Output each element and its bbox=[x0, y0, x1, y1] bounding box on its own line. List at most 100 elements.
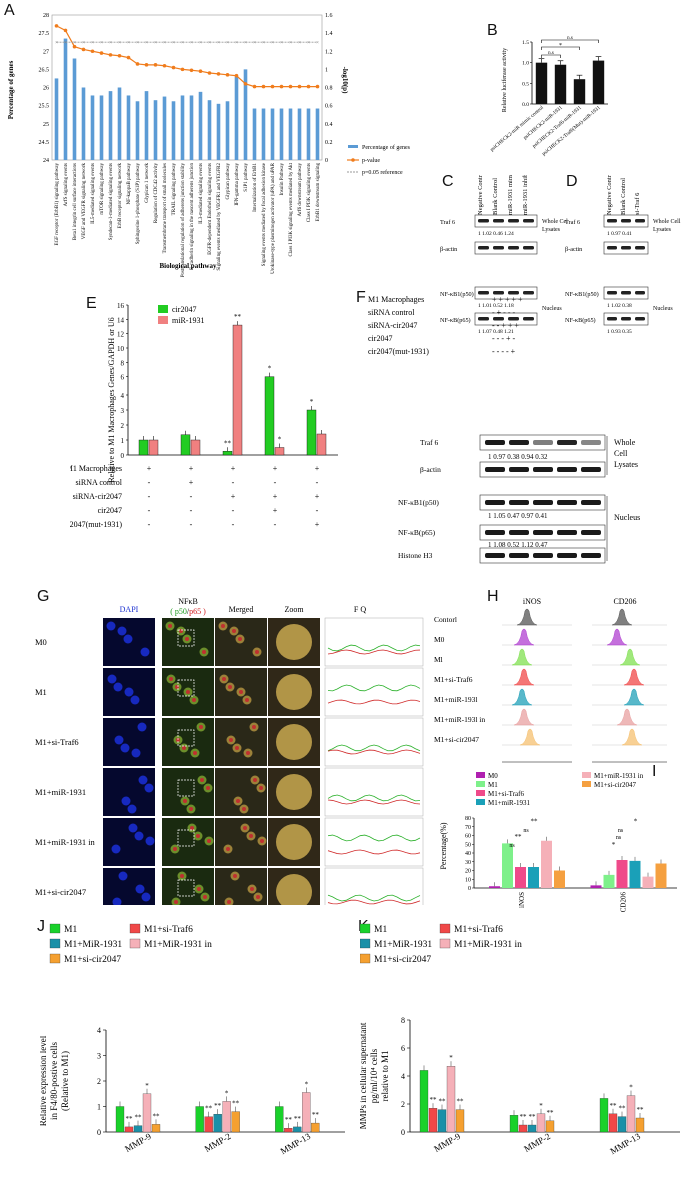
nucleus bbox=[239, 690, 243, 694]
cell bbox=[130, 695, 140, 705]
bar bbox=[222, 1101, 231, 1133]
sig-label: ** bbox=[520, 1113, 528, 1121]
bar bbox=[90, 95, 95, 160]
bar bbox=[306, 409, 317, 456]
zoom-box bbox=[177, 879, 195, 897]
nucleus bbox=[200, 778, 204, 782]
fq-green-trace bbox=[327, 684, 421, 692]
y-tick-label: 6 bbox=[401, 1044, 405, 1053]
nucleus bbox=[180, 874, 184, 878]
bar bbox=[554, 64, 567, 104]
bar bbox=[599, 1098, 609, 1133]
nucleus bbox=[252, 725, 256, 729]
reference-point: × bbox=[280, 41, 283, 46]
reference-point: × bbox=[100, 41, 103, 46]
nucleus bbox=[202, 650, 206, 654]
band bbox=[533, 500, 553, 505]
sig-label: ** bbox=[232, 1100, 240, 1108]
band bbox=[493, 219, 504, 223]
y-tick-label: 2 bbox=[97, 1077, 101, 1086]
band bbox=[581, 553, 601, 558]
band bbox=[557, 500, 577, 505]
bar bbox=[81, 87, 86, 160]
fq-red-trace bbox=[327, 699, 421, 705]
sig-label: ** bbox=[619, 1105, 627, 1113]
band bbox=[508, 246, 519, 250]
row-label: M1+si-Traf6 bbox=[434, 675, 473, 684]
row-label: M1+miR-193l bbox=[434, 695, 477, 704]
cell bbox=[128, 823, 138, 833]
legend-swatch bbox=[360, 938, 371, 949]
p-value-point bbox=[54, 24, 59, 28]
band bbox=[485, 530, 505, 535]
y-tick-label: 8 bbox=[121, 359, 125, 367]
bar bbox=[189, 95, 194, 160]
fq-green-trace bbox=[327, 644, 421, 652]
bar bbox=[264, 376, 275, 456]
p-value-point bbox=[99, 51, 104, 55]
x-tick-label: Sphingosine 1-phosphate (S1P) pathway bbox=[136, 163, 141, 245]
bar bbox=[554, 870, 565, 888]
reference-point: × bbox=[163, 41, 166, 46]
y-right-tick-label: 1.4 bbox=[325, 31, 333, 37]
fq-green-trace bbox=[327, 834, 421, 842]
x-tick-label: Syndecan-1-mediated signaling events bbox=[109, 163, 114, 240]
band bbox=[478, 246, 489, 250]
bar bbox=[133, 1125, 143, 1133]
x-tick-label: Signaling events mediated by VEGFR1 and … bbox=[217, 163, 222, 271]
condition-mark: - bbox=[274, 520, 277, 529]
band bbox=[607, 291, 617, 295]
sig-label: ** bbox=[515, 833, 523, 841]
nucleus bbox=[228, 685, 232, 689]
legend-swatch bbox=[476, 772, 485, 778]
cell bbox=[135, 884, 145, 894]
sig-label: * bbox=[145, 1082, 149, 1090]
y-tick-label: 24.5 bbox=[39, 140, 50, 146]
sig-label: ** bbox=[457, 1098, 465, 1106]
legend-swatch bbox=[476, 790, 485, 796]
panel-letter-f: F bbox=[356, 289, 366, 306]
condition-mark: - bbox=[232, 478, 235, 487]
condition-mark: - bbox=[274, 478, 277, 487]
legend-item: Percentage of genes bbox=[362, 144, 411, 151]
band bbox=[557, 467, 577, 472]
y-tick-label: 10 bbox=[117, 345, 125, 353]
y-right-tick-label: 0 bbox=[325, 158, 328, 164]
cell bbox=[145, 836, 155, 846]
nucleus bbox=[255, 650, 259, 654]
cell bbox=[106, 621, 116, 631]
condition-mark: + bbox=[273, 492, 278, 501]
fq-red-trace bbox=[327, 849, 421, 855]
x-tick-label: ErbB receptor signaling network bbox=[118, 163, 123, 229]
quant-values: 1 1.01 0.52 1.18 bbox=[478, 303, 514, 309]
sig-bracket bbox=[541, 39, 599, 43]
y-tick-label: 14 bbox=[117, 316, 125, 324]
condition-mark: + bbox=[231, 464, 236, 473]
y-tick-label: 28 bbox=[43, 13, 49, 19]
condition-marks: - - - - + bbox=[492, 347, 516, 356]
lane-header: Blank Control bbox=[492, 178, 499, 215]
y-axis-label: MMPs in cellular supernatantpg/ml/10⁴ ce… bbox=[360, 1022, 390, 1129]
condition-mark: + bbox=[273, 506, 278, 515]
bar bbox=[207, 100, 212, 160]
blot-frame bbox=[474, 312, 538, 326]
reference-point: × bbox=[226, 41, 229, 46]
sig-label: ns bbox=[618, 828, 624, 834]
band bbox=[635, 219, 645, 223]
cell bbox=[137, 722, 147, 732]
legend-swatch bbox=[360, 923, 371, 934]
bar bbox=[311, 1122, 320, 1133]
p-value-point bbox=[180, 67, 185, 72]
nucleus bbox=[236, 799, 240, 803]
band bbox=[508, 317, 519, 321]
legend-item: M1+si-Traf6 bbox=[454, 924, 503, 935]
side-label: Lysates bbox=[542, 227, 561, 233]
condition-label: siRNA-cir2047 bbox=[73, 492, 122, 501]
x-tick-label: NF-kappaB pathway bbox=[127, 163, 132, 205]
bar bbox=[252, 108, 257, 160]
fq-plot bbox=[324, 767, 424, 817]
cell bbox=[141, 892, 151, 902]
band-label: Traf 6 bbox=[420, 438, 439, 447]
chart-e: Relative to M1 Macrophages Genes/GAPDH o… bbox=[70, 302, 338, 529]
